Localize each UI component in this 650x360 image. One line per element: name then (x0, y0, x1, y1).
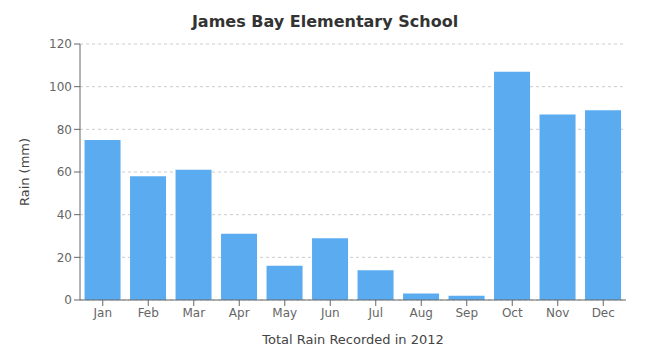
svg-text:80: 80 (57, 123, 72, 137)
svg-text:Sep: Sep (455, 306, 478, 320)
svg-text:Dec: Dec (592, 306, 615, 320)
svg-text:20: 20 (57, 251, 72, 265)
svg-text:Feb: Feb (138, 306, 159, 320)
svg-text:Rain (mm): Rain (mm) (17, 138, 32, 206)
svg-text:Nov: Nov (546, 306, 569, 320)
html-text:James Bay Elementary School: James Bay Elementary School (191, 12, 459, 31)
svg-text:Total Rain Recorded in 2012: Total Rain Recorded in 2012 (261, 332, 444, 347)
svg-text:May: May (272, 306, 297, 320)
svg-text:Oct: Oct (502, 306, 523, 320)
svg-text:40: 40 (57, 208, 72, 222)
svg-text:Apr: Apr (229, 306, 250, 320)
svg-text:120: 120 (49, 37, 72, 51)
svg-text:Aug: Aug (410, 306, 433, 320)
svg-text:Jul: Jul (368, 306, 383, 320)
svg-text:Jan: Jan (93, 306, 113, 320)
svg-text:60: 60 (57, 165, 72, 179)
svg-text:0: 0 (64, 293, 72, 307)
svg-text:100: 100 (49, 80, 72, 94)
svg-text:Mar: Mar (182, 306, 205, 320)
svg-text:Jun: Jun (320, 306, 340, 320)
